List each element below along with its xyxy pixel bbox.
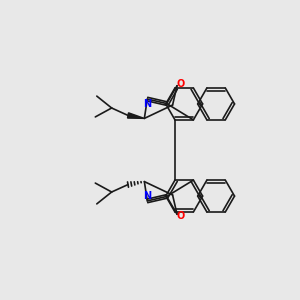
Text: O: O	[176, 79, 185, 89]
Text: N: N	[143, 98, 152, 109]
Polygon shape	[128, 113, 144, 118]
Text: N: N	[143, 191, 152, 202]
Text: O: O	[176, 211, 185, 221]
